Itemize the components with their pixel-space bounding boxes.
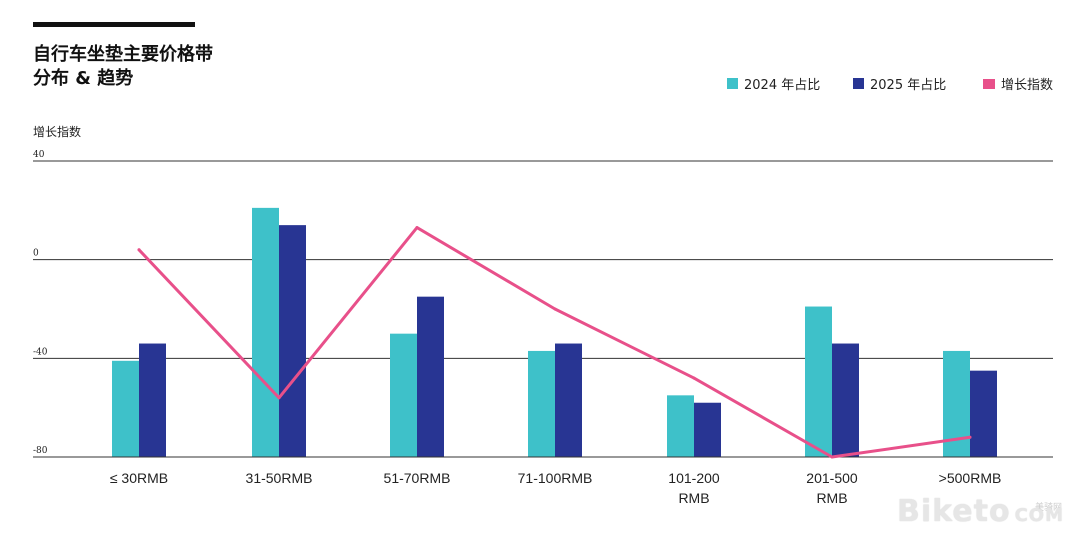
chart-title-line-2: 分布 & 趋势 (33, 68, 134, 89)
bar-2025 (555, 343, 582, 457)
growth-index-point (692, 376, 696, 380)
watermark-cn: 美骑网 (1034, 503, 1062, 513)
legend-label-growth: 增长指数 (1001, 78, 1054, 93)
bar-2025 (417, 296, 444, 457)
legend-swatch-2024 (727, 78, 738, 89)
bar-2025 (139, 343, 166, 457)
bar-2024 (528, 350, 555, 457)
legend-item-2024: 2024 年占比 (727, 74, 820, 93)
watermark-brand: Biketo (896, 494, 1011, 529)
title-accent-bar (33, 22, 195, 27)
x-tick-label: 51-70RMB (384, 470, 451, 486)
growth-index-point (968, 435, 972, 439)
watermark-logo: Biketo COM (897, 494, 1064, 529)
bar-2025 (832, 343, 859, 457)
bar-2024 (390, 333, 417, 457)
x-tick-label: RMB (678, 490, 709, 506)
bar-2025 (970, 370, 997, 457)
x-tick-label: 31-50RMB (246, 470, 313, 486)
legend: 2024 年占比 2025 年占比 增长指数 (727, 74, 1067, 94)
bar-2025 (694, 402, 721, 457)
watermark-domain: COM (1014, 505, 1064, 526)
legend-swatch-growth (983, 78, 995, 89)
y-tick-label: -40 (33, 347, 48, 357)
y-tick-label: 0 (33, 249, 39, 259)
legend-item-2025: 2025 年占比 (853, 74, 946, 93)
y-axis-title: 增长指数 (33, 125, 82, 139)
growth-index-point (277, 396, 281, 400)
legend-item-growth: 增长指数 (983, 74, 1053, 93)
growth-index-point (553, 307, 557, 311)
x-tick-label: 101-200 (668, 470, 720, 486)
x-tick-label: 71-100RMB (518, 470, 593, 486)
bar-2024 (805, 306, 832, 457)
growth-index-point (415, 226, 419, 230)
growth-index-point (137, 248, 141, 252)
bar-2024 (112, 360, 139, 457)
bar-2025 (279, 225, 306, 457)
legend-swatch-2025 (853, 78, 864, 89)
x-tick-label: >500RMB (939, 470, 1002, 486)
y-tick-label: -80 (33, 446, 48, 456)
x-tick-label: RMB (816, 490, 847, 506)
legend-label-2025: 2025 年占比 (870, 78, 947, 93)
y-tick-label: 40 (33, 150, 45, 160)
x-tick-label: 201-500 (806, 470, 858, 486)
chart-title: 自行车坐垫主要价格带 分布 & 趋势 (33, 43, 213, 91)
bar-2024 (252, 207, 279, 457)
legend-label-2024: 2024 年占比 (744, 78, 821, 93)
growth-index-point (830, 455, 834, 459)
bar-2024 (667, 395, 694, 457)
chart-title-line-1: 自行车坐垫主要价格带 (33, 44, 213, 65)
x-tick-label: ≤ 30RMB (110, 470, 168, 486)
